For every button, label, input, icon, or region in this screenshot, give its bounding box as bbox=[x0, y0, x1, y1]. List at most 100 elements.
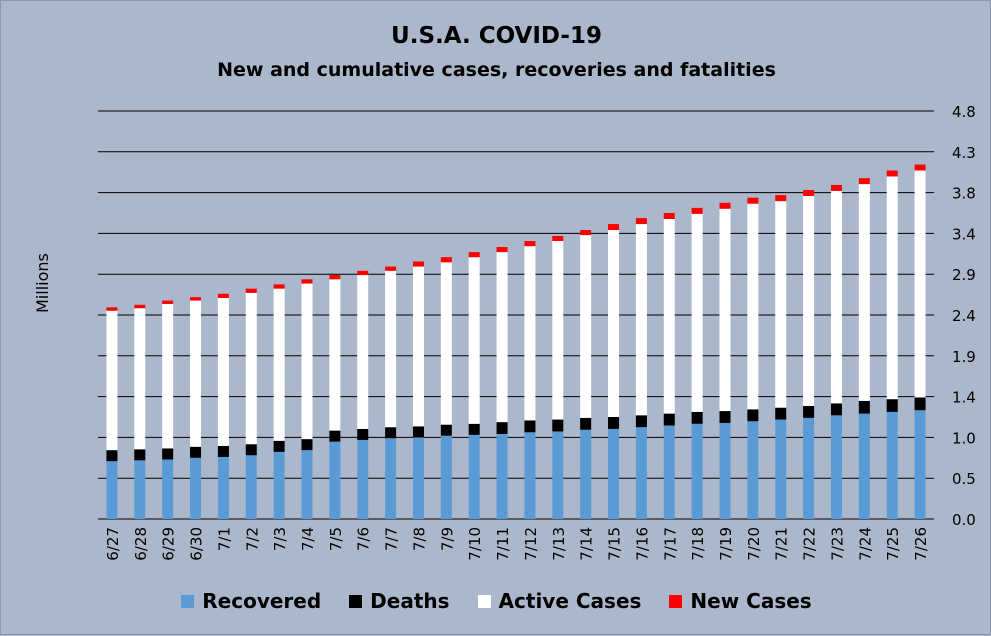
bar-deaths bbox=[552, 419, 564, 432]
y-tick-label: 0.0 bbox=[952, 511, 976, 529]
bar-recovered bbox=[106, 461, 118, 519]
x-tick-label: 7/14 bbox=[578, 527, 596, 561]
bar-recovered bbox=[496, 434, 508, 519]
bar-deaths bbox=[691, 411, 703, 424]
bar-deaths bbox=[468, 423, 480, 435]
x-tick-label: 7/13 bbox=[550, 527, 568, 561]
bar-recovered bbox=[190, 457, 202, 519]
bar-deaths bbox=[496, 422, 508, 434]
bar-deaths bbox=[245, 444, 257, 456]
y-tick-label: 1.4 bbox=[952, 389, 976, 407]
bar-deaths bbox=[886, 399, 898, 412]
bar-active-cases bbox=[524, 246, 536, 421]
legend-item: Recovered bbox=[181, 589, 321, 613]
bar-deaths bbox=[357, 428, 369, 440]
bar-active-cases bbox=[245, 292, 257, 445]
bar-new-cases bbox=[719, 202, 731, 209]
bar-recovered bbox=[608, 428, 620, 519]
bar-new-cases bbox=[301, 279, 313, 284]
bar-deaths bbox=[106, 450, 118, 462]
bar-active-cases bbox=[691, 213, 703, 412]
bar-deaths bbox=[803, 405, 815, 418]
bar-new-cases bbox=[217, 293, 229, 298]
y-tick-label: 3.4 bbox=[952, 225, 976, 243]
bar-new-cases bbox=[412, 261, 424, 267]
bar-new-cases bbox=[190, 297, 202, 301]
bar-new-cases bbox=[329, 275, 341, 280]
legend-swatch bbox=[477, 594, 491, 608]
legend-item: Active Cases bbox=[477, 589, 641, 613]
bar-active-cases bbox=[357, 275, 369, 429]
bar-deaths bbox=[608, 417, 620, 429]
bar-active-cases bbox=[580, 235, 592, 418]
legend-item: Deaths bbox=[349, 589, 450, 613]
bar-recovered bbox=[440, 435, 452, 519]
bar-new-cases bbox=[440, 257, 452, 263]
bar-new-cases bbox=[858, 178, 870, 185]
bar-recovered bbox=[747, 421, 759, 519]
x-tick-label: 7/4 bbox=[299, 527, 317, 551]
legend-label: Deaths bbox=[370, 589, 450, 613]
bar-new-cases bbox=[106, 307, 118, 311]
bar-new-cases bbox=[524, 241, 536, 247]
bar-active-cases bbox=[886, 176, 898, 400]
bar-recovered bbox=[301, 450, 313, 519]
bar-recovered bbox=[134, 460, 146, 519]
bar-recovered bbox=[663, 425, 675, 519]
bar-new-cases bbox=[830, 184, 842, 191]
bar-recovered bbox=[719, 422, 731, 519]
bar-new-cases bbox=[803, 190, 815, 196]
bar-active-cases bbox=[468, 257, 480, 424]
y-tick-label: 2.9 bbox=[952, 266, 976, 284]
bar-active-cases bbox=[496, 252, 508, 423]
x-tick-label: 7/2 bbox=[243, 527, 261, 551]
y-tick-label: 4.3 bbox=[952, 144, 976, 162]
x-tick-label: 7/23 bbox=[828, 527, 846, 561]
bar-active-cases bbox=[635, 224, 647, 416]
x-tick-label: 7/11 bbox=[494, 527, 512, 561]
x-tick-label: 7/18 bbox=[689, 527, 707, 561]
bar-deaths bbox=[663, 413, 675, 426]
bar-new-cases bbox=[914, 164, 926, 171]
bar-active-cases bbox=[775, 201, 787, 408]
bar-recovered bbox=[552, 431, 564, 519]
bar-deaths bbox=[858, 400, 870, 414]
legend-label: New Cases bbox=[690, 589, 812, 613]
legend-item: New Cases bbox=[669, 589, 812, 613]
x-tick-label: 6/29 bbox=[160, 527, 178, 561]
bar-active-cases bbox=[329, 279, 341, 431]
legend: Recovered Deaths Active Cases New Cases bbox=[1, 589, 991, 613]
bar-new-cases bbox=[635, 218, 647, 225]
bar-deaths bbox=[914, 397, 926, 411]
x-tick-label: 7/19 bbox=[717, 527, 735, 561]
bar-recovered bbox=[412, 437, 424, 519]
bar-new-cases bbox=[245, 288, 257, 293]
bar-deaths bbox=[719, 411, 731, 423]
x-tick-label: 6/27 bbox=[104, 527, 122, 561]
bar-deaths bbox=[580, 417, 592, 430]
x-tick-label: 7/5 bbox=[327, 527, 345, 551]
x-tick-label: 7/8 bbox=[410, 527, 428, 551]
bar-deaths bbox=[440, 424, 452, 436]
bar-new-cases bbox=[134, 304, 146, 309]
bar-deaths bbox=[385, 427, 397, 439]
bar-new-cases bbox=[608, 224, 620, 230]
x-tick-label: 7/25 bbox=[884, 527, 902, 561]
bar-new-cases bbox=[385, 266, 397, 271]
bar-deaths bbox=[162, 448, 174, 460]
bar-new-cases bbox=[496, 247, 508, 253]
bar-recovered bbox=[830, 415, 842, 519]
bar-recovered bbox=[162, 459, 174, 519]
bar-recovered bbox=[580, 429, 592, 519]
bar-deaths bbox=[775, 407, 787, 420]
legend-label: Recovered bbox=[202, 589, 322, 613]
bar-new-cases bbox=[580, 230, 592, 236]
bar-active-cases bbox=[106, 310, 118, 451]
x-tick-label: 7/15 bbox=[606, 527, 624, 561]
x-tick-label: 7/12 bbox=[522, 527, 540, 561]
bar-active-cases bbox=[385, 270, 397, 428]
y-tick-label: 1.9 bbox=[952, 348, 976, 366]
bar-active-cases bbox=[134, 308, 146, 450]
